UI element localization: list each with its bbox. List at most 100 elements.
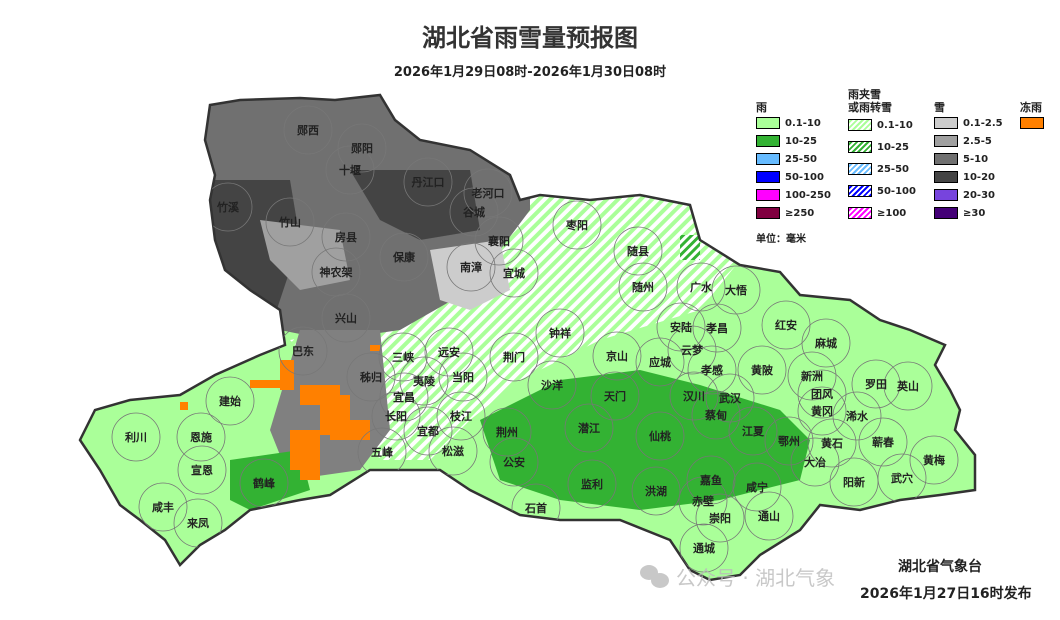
issue-time: 2026年1月27日16时发布 [860,586,1032,602]
county-boundary [744,491,794,541]
legend-label: 10-25 [877,141,909,153]
county-boundary [705,373,755,423]
legend-swatch [848,163,872,175]
county-boundary [676,262,726,312]
legend-label: 100-250 [785,189,831,201]
city-label: 罗田 [865,378,887,391]
county-boundary [325,145,375,195]
city-label: 郧阳 [351,141,373,155]
county-boundary [446,242,496,292]
city-label: 大冶 [804,455,826,469]
city-label: 随县 [627,244,649,258]
county-boundary [535,308,585,358]
city-label: 新洲 [801,369,823,383]
county-boundary [489,332,539,382]
city-label: 当阳 [452,370,474,384]
freezing-rain-patch [250,380,280,388]
county-boundary [687,345,737,395]
city-label: 咸宁 [746,480,768,494]
legend-swatch [756,189,780,201]
city-label: 武穴 [891,471,913,485]
legend-item: 0.1-2.5 [934,114,1003,132]
city-label: 房县 [335,230,357,244]
county-boundary [669,371,719,421]
legend-label: ≥250 [785,207,815,219]
city-label: 孝感 [700,363,723,377]
city-label: 仙桃 [649,429,671,443]
legend-label: 50-100 [785,171,824,183]
legend-swatch [756,171,780,183]
legend-label: 10-25 [785,135,817,147]
legend-mixed-title-1: 雨夹雪 [848,88,881,101]
county-boundary [527,360,577,410]
legend-freezing-title: 冻雨 [1020,101,1042,114]
legend-unit: 单位：毫米 [756,234,806,245]
legend-swatch [848,141,872,153]
city-label: 来凤 [186,516,209,530]
legend-snow-title: 雪 [934,101,945,114]
legend-mixed: 雨夹雪 或雨转雪 0.1-10 10-25 25-50 50-100 ≥100 [848,82,916,224]
county-boundary [592,331,642,381]
county-boundary [371,391,421,441]
city-label: 三峡 [392,350,415,364]
county-boundary [801,318,851,368]
legend-label: 50-100 [877,185,916,197]
city-label: 黄冈 [811,404,833,418]
legend-label: ≥30 [963,207,986,219]
freezing-rain-patch [300,470,320,480]
legend-rain: 雨 0.1-10 10-25 25-50 50-100 100-250 ≥250 [756,82,831,222]
city-label: 竹山 [278,215,301,229]
legend-item: ≥30 [934,204,1003,222]
county-boundary [346,352,396,402]
county-boundary [278,326,328,376]
legend-item: 0.1-10 [848,114,916,136]
legend-label: 0.1-10 [877,119,913,131]
legend-item: ≥250 [756,204,831,222]
freezing-rain-patch [370,345,380,351]
county-boundary [265,197,315,247]
county-boundary [787,351,837,401]
legend-mixed-title-2: 或雨转雪 [848,101,892,114]
county-boundary [436,391,486,441]
legend-swatch [756,207,780,219]
county-boundary [438,352,488,402]
legend-item: 50-100 [848,180,916,202]
city-label: 利川 [125,430,147,444]
city-label: 十堰 [339,163,361,177]
snow-light-area [430,240,510,310]
legend-snow: 雪 0.1-2.5 2.5-5 5-10 10-20 20-30 ≥30 [934,82,1003,222]
county-boundary [667,325,717,375]
city-label: 天门 [604,389,626,403]
city-label: 黄梅 [923,453,945,467]
city-label: 松滋 [442,444,464,458]
city-label: 阳新 [843,475,865,489]
wechat-icon [640,564,670,589]
city-label: 京山 [606,349,628,363]
legend-swatch [756,153,780,165]
legend-swatch [934,207,958,219]
legend-label: 0.1-10 [785,117,821,129]
county-boundary [379,232,429,282]
county-boundary [403,406,453,456]
city-label: 枝江 [449,409,472,423]
city-label: 兴山 [335,311,357,325]
city-label: 石首 [524,501,547,515]
city-label: 宜城 [503,266,525,280]
city-label: 黄石 [821,436,843,450]
city-label: 安陆 [670,320,692,334]
city-label: 神农架 [320,265,353,279]
city-label: 南漳 [460,260,482,274]
city-label: 鄂州 [778,434,800,448]
city-label: 老河口 [471,186,505,200]
watermark: 公众号 · 湖北气象 [640,562,835,591]
county-boundary [909,435,959,485]
city-label: 江夏 [742,424,765,438]
freezing-rain-patch [290,430,320,470]
city-label: 鹤峰 [253,476,276,490]
issuer: 湖北省气象台 [898,559,982,575]
city-label: 公安 [503,455,525,469]
city-label: 通山 [758,509,780,523]
county-boundary [205,376,255,426]
legend-item: 100-250 [756,186,831,204]
